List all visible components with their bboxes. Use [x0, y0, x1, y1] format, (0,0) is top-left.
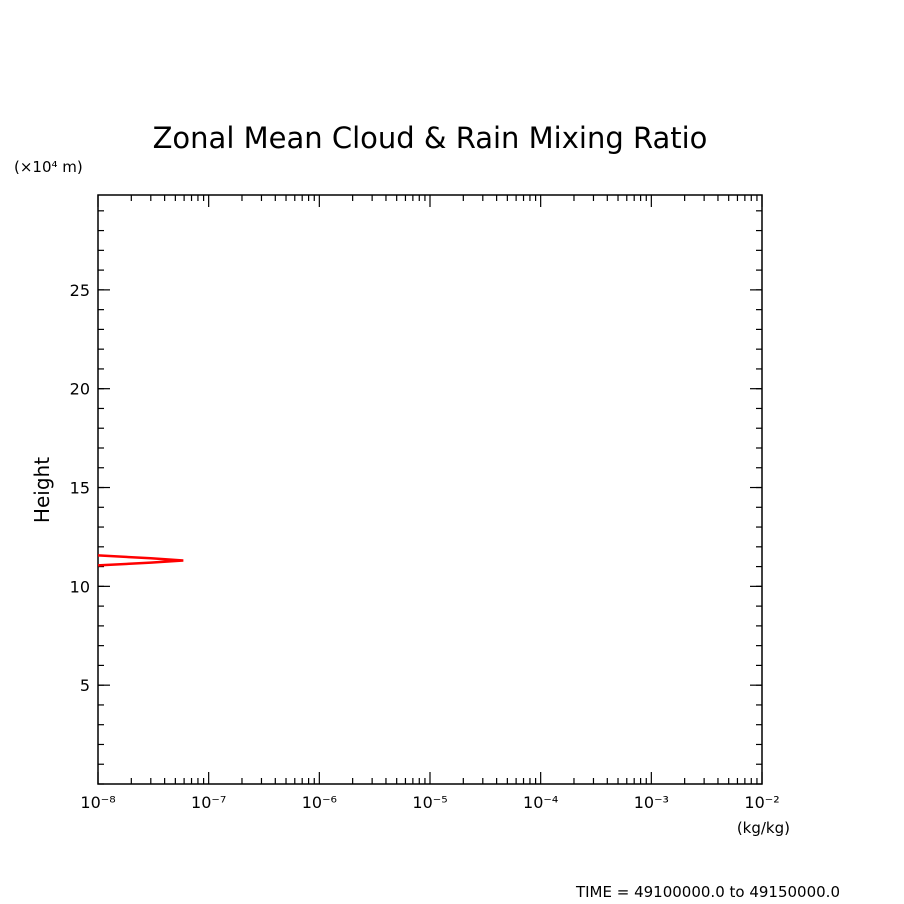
- x-tick-label: 10⁻²: [744, 793, 779, 812]
- x-unit: (kg/kg): [737, 819, 790, 837]
- y-tick-label: 15: [70, 479, 90, 498]
- chart-title: Zonal Mean Cloud & Rain Mixing Ratio: [153, 121, 708, 155]
- y-tick-label: 5: [80, 676, 90, 695]
- y-unit: (×10⁴ m): [14, 158, 83, 176]
- y-tick-label: 10: [70, 577, 90, 596]
- x-tick-label: 10⁻⁴: [523, 793, 558, 812]
- y-tick-label: 20: [70, 380, 90, 399]
- profile-line: [97, 554, 184, 567]
- y-tick-label: 25: [70, 281, 90, 300]
- y-axis-label: Height: [30, 457, 54, 523]
- x-tick-label: 10⁻⁵: [412, 793, 447, 812]
- x-tick-label: 10⁻⁸: [80, 793, 115, 812]
- x-tick-label: 10⁻⁶: [302, 793, 337, 812]
- x-tick-label: 10⁻³: [634, 793, 669, 812]
- x-tick-label: 10⁻⁷: [191, 793, 226, 812]
- footer: TIME = 49100000.0 to 49150000.0: [575, 883, 840, 901]
